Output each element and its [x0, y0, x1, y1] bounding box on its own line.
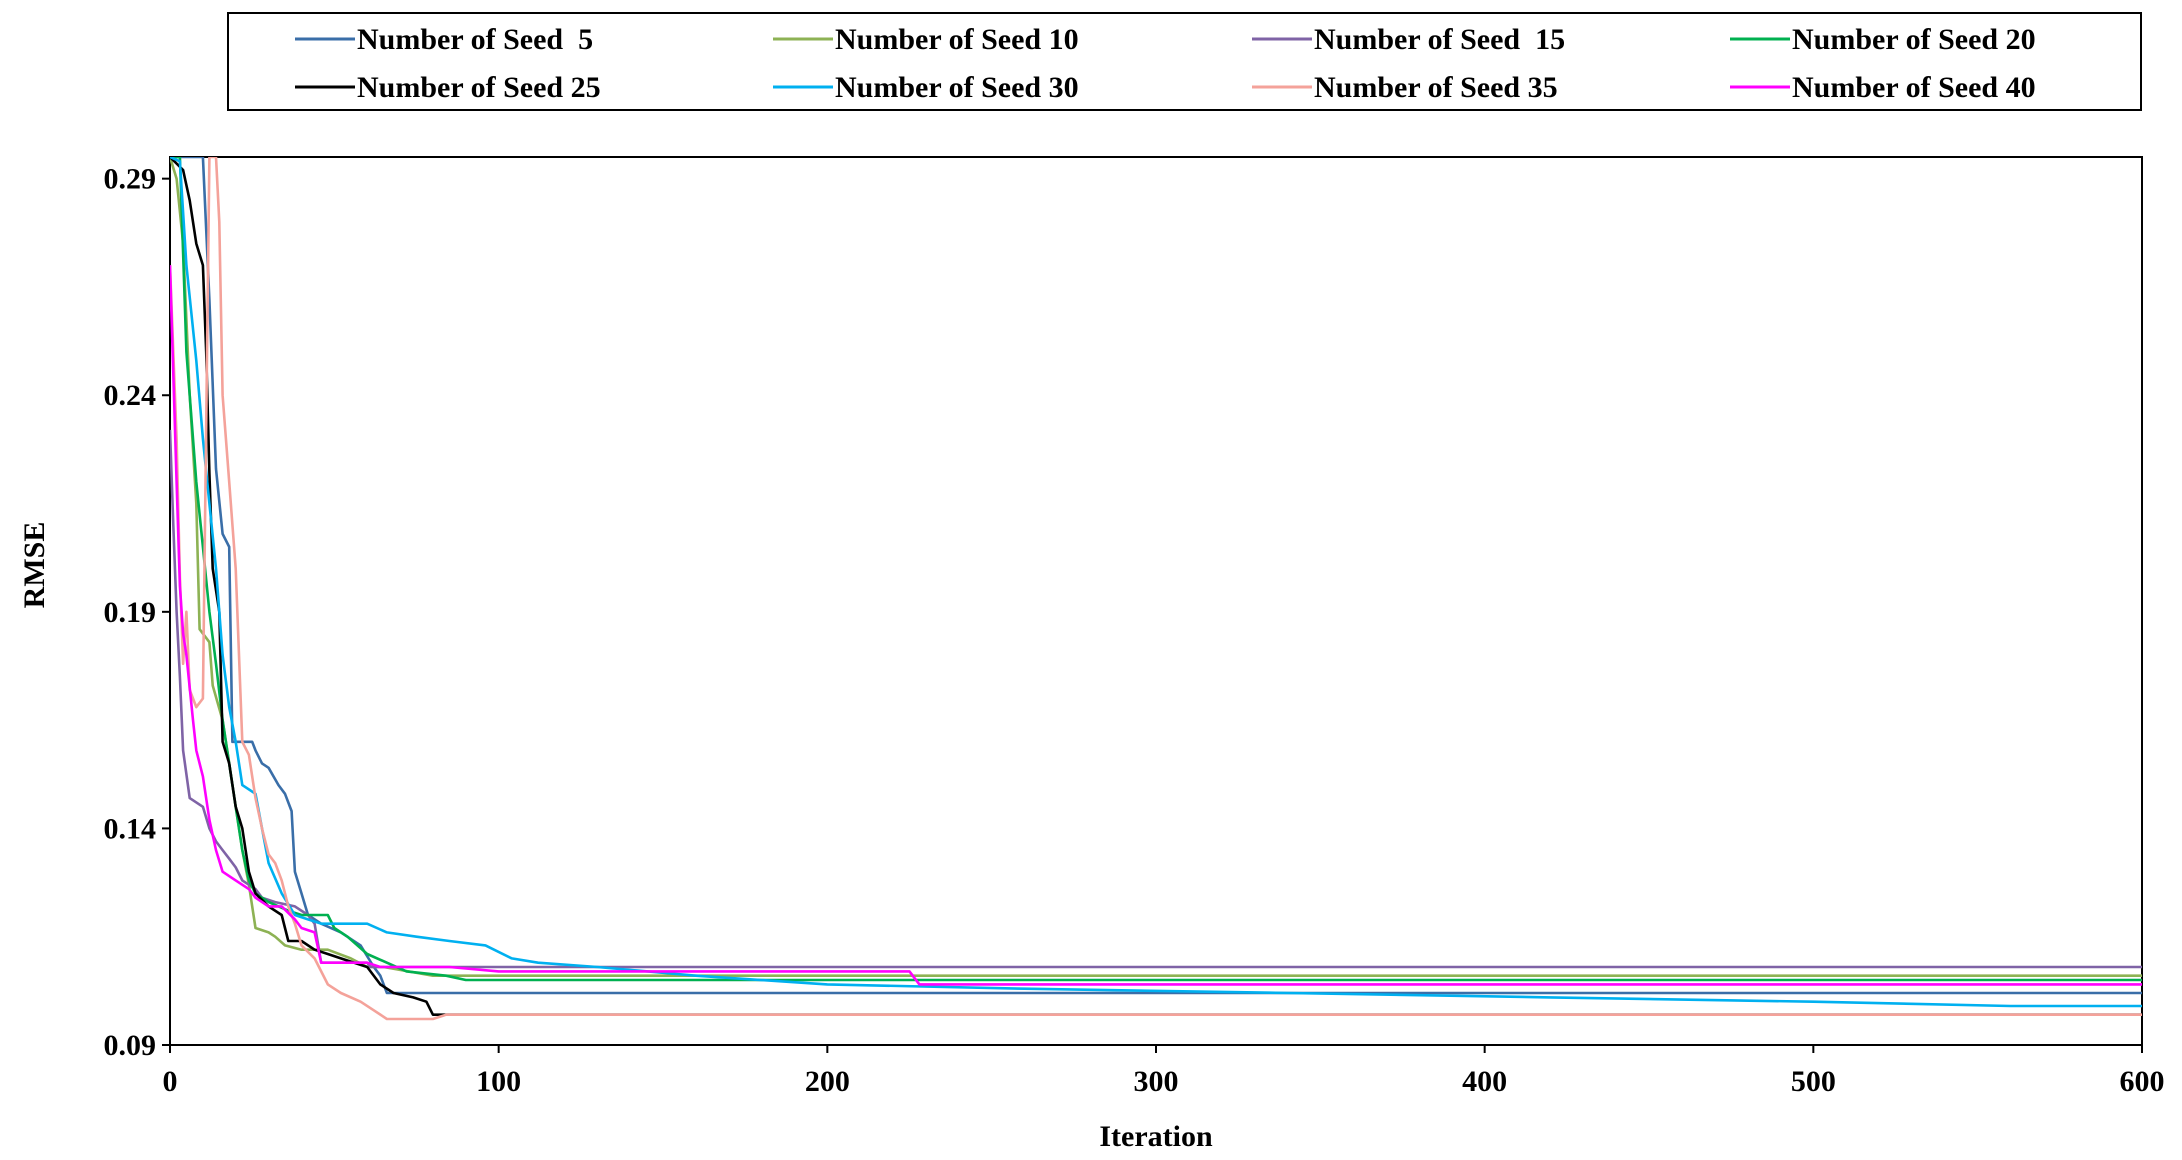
- x-tick-label: 0: [163, 1065, 178, 1098]
- series-line-6: [170, 157, 2142, 1008]
- x-tick-label: 200: [805, 1065, 850, 1098]
- legend: Number of Seed 5 Number of Seed 10 Number …: [295, 23, 2036, 104]
- series-line-7: [170, 157, 2142, 1021]
- y-axis: 0.09 0.14 0.19 0.24 0.29: [104, 163, 170, 1062]
- y-tick-label: 0.19: [104, 596, 157, 629]
- y-tick-label: 0.14: [104, 812, 157, 845]
- legend-label-7: Number of Seed 35: [1314, 71, 1558, 104]
- legend-label-3: Number of Seed 15: [1314, 23, 1565, 56]
- legend-label-4: Number of Seed 20: [1792, 23, 2036, 56]
- x-axis: 0 100 200 300 400 500 600: [163, 1045, 2165, 1098]
- x-tick-label: 100: [476, 1065, 521, 1098]
- x-tick-label: 400: [1462, 1065, 1507, 1098]
- x-tick-label: 300: [1134, 1065, 1179, 1098]
- x-tick-label: 500: [1791, 1065, 1836, 1098]
- legend-label-1: Number of Seed 5: [357, 23, 593, 56]
- legend-label-6: Number of Seed 30: [835, 71, 1079, 104]
- y-tick-label: 0.24: [104, 379, 157, 412]
- y-tick-label: 0.29: [104, 163, 157, 196]
- y-axis-label: RMSE: [18, 522, 51, 609]
- plot-area: [169, 156, 2143, 1046]
- series-line-8: [170, 265, 2142, 986]
- series-line-5: [170, 157, 2142, 1016]
- series-layer: [170, 157, 2142, 1021]
- legend-label-8: Number of Seed 40: [1792, 71, 2036, 104]
- x-axis-label: Iteration: [1099, 1120, 1213, 1153]
- x-tick-label: 600: [2120, 1065, 2165, 1098]
- legend-label-2: Number of Seed 10: [835, 23, 1079, 56]
- legend-label-5: Number of Seed 25: [357, 71, 601, 104]
- legend-box: [227, 12, 2142, 111]
- y-tick-label: 0.09: [104, 1029, 157, 1062]
